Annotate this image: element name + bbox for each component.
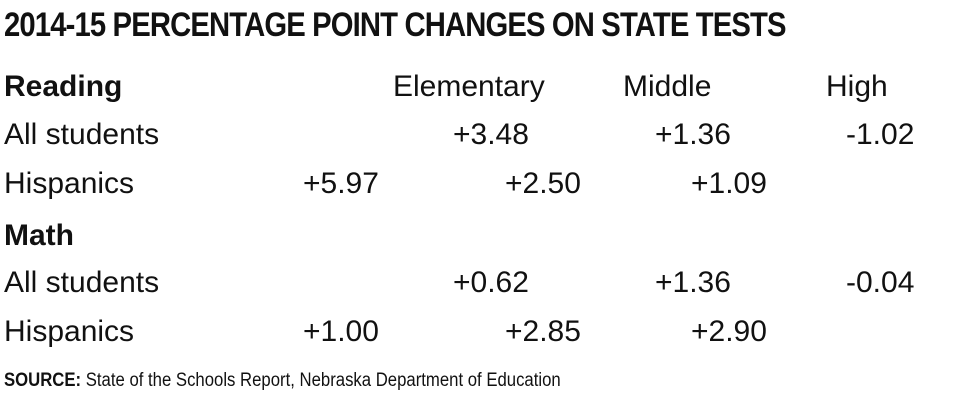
value-reading-all-middle: +1.36 xyxy=(655,118,731,151)
value-math-all-middle: +1.36 xyxy=(655,266,731,299)
value-math-hispanics-high: +2.90 xyxy=(691,315,767,348)
row-label-math-all-students: All students xyxy=(4,266,160,299)
value-math-all-high: -0.04 xyxy=(846,266,915,299)
value-reading-hispanics-elementary: +5.97 xyxy=(303,167,379,200)
value-reading-hispanics-high: +1.09 xyxy=(691,167,767,200)
row-label-math-hispanics: Hispanics xyxy=(4,315,135,348)
value-math-all-elementary: +0.62 xyxy=(453,266,529,299)
section-label-reading: Reading xyxy=(4,70,123,103)
value-reading-hispanics-middle: +2.50 xyxy=(505,167,581,200)
row-label-reading-hispanics: Hispanics xyxy=(4,167,135,200)
column-header-middle: Middle xyxy=(623,70,712,103)
source-label: SOURCE: xyxy=(4,370,82,391)
section-label-math: Math xyxy=(4,219,74,252)
source-note: SOURCE: State of the Schools Report, Neb… xyxy=(4,370,561,392)
value-math-hispanics-elementary: +1.00 xyxy=(303,315,379,348)
value-math-hispanics-middle: +2.85 xyxy=(505,315,581,348)
source-text: State of the Schools Report, Nebraska De… xyxy=(85,370,561,391)
value-reading-all-high: -1.02 xyxy=(846,118,915,151)
column-header-high: High xyxy=(826,70,888,103)
row-label-reading-all-students: All students xyxy=(4,118,160,151)
column-header-elementary: Elementary xyxy=(393,70,545,103)
chart-title: 2014-15 PERCENTAGE POINT CHANGES ON STAT… xyxy=(4,6,787,44)
value-reading-all-elementary: +3.48 xyxy=(453,118,529,151)
